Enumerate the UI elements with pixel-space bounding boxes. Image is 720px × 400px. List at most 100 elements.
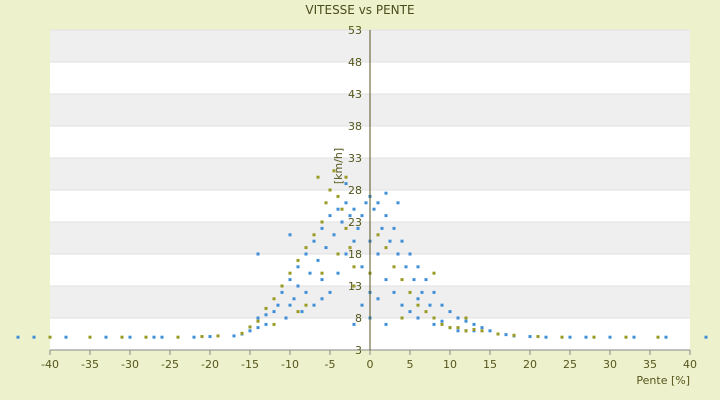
data-point (288, 303, 292, 307)
x-tick-label: 25 (563, 358, 577, 371)
data-point (400, 239, 404, 243)
data-point (332, 169, 336, 173)
data-point (336, 194, 340, 198)
data-point (288, 278, 292, 282)
data-point (356, 226, 360, 230)
data-point (256, 326, 260, 330)
x-tick-label: 0 (367, 358, 374, 371)
data-point (208, 335, 212, 339)
data-point (348, 246, 352, 250)
data-point (256, 316, 260, 320)
data-point (352, 265, 356, 269)
data-point (88, 335, 92, 339)
data-point (324, 246, 328, 250)
data-point (396, 252, 400, 256)
data-point (288, 271, 292, 275)
data-point (440, 319, 444, 323)
data-point (328, 290, 332, 294)
data-point (320, 271, 324, 275)
data-point (560, 335, 564, 339)
data-point (128, 335, 132, 339)
data-point (392, 226, 396, 230)
data-point (392, 290, 396, 294)
data-point (304, 246, 308, 250)
data-point (344, 182, 348, 186)
data-point (248, 329, 252, 333)
data-point (344, 252, 348, 256)
data-point (456, 326, 460, 330)
data-point (408, 310, 412, 314)
data-point (248, 325, 252, 329)
data-point (592, 335, 596, 339)
data-point (344, 226, 348, 230)
data-point (464, 316, 468, 320)
data-point (16, 335, 20, 339)
data-point (384, 278, 388, 282)
data-point (360, 303, 364, 307)
x-tick-label: 10 (443, 358, 457, 371)
data-point (400, 303, 404, 307)
y-tick-label: 48 (348, 56, 362, 69)
data-point (400, 278, 404, 282)
data-point (280, 290, 284, 294)
y-tick-label: 38 (348, 120, 362, 133)
data-point (472, 322, 476, 326)
data-point (376, 233, 380, 237)
y-tick-label: 33 (348, 152, 362, 165)
data-point (396, 201, 400, 205)
x-tick-label: -20 (201, 358, 219, 371)
data-point (272, 310, 276, 314)
data-point (320, 226, 324, 230)
data-point (456, 316, 460, 320)
data-point (432, 271, 436, 275)
data-point (412, 278, 416, 282)
data-point (300, 310, 304, 314)
data-point (272, 322, 276, 326)
data-point (296, 284, 300, 288)
x-tick-label: 20 (523, 358, 537, 371)
data-point (328, 214, 332, 218)
data-point (32, 335, 36, 339)
y-tick-label: 53 (348, 24, 362, 37)
data-point (144, 335, 148, 339)
data-point (448, 326, 452, 330)
data-point (656, 335, 660, 339)
x-tick-labels: -40 -35 -30 -25 -20 -15 -10 -5 0 5 10 15 20 25 30 35 40 (41, 358, 697, 371)
data-point (292, 297, 296, 301)
axes (49, 30, 691, 355)
data-point (360, 265, 364, 269)
data-point (320, 297, 324, 301)
data-point (296, 265, 300, 269)
data-point (176, 335, 180, 339)
data-point (192, 335, 196, 339)
data-point (364, 201, 368, 205)
data-point (240, 331, 244, 335)
data-point (504, 333, 508, 337)
data-point (320, 220, 324, 224)
data-point (464, 319, 468, 323)
data-point (392, 265, 396, 269)
data-point (584, 335, 588, 339)
data-point (424, 310, 428, 314)
data-point (328, 188, 332, 192)
data-point (488, 329, 492, 333)
data-point (160, 335, 164, 339)
data-point (388, 239, 392, 243)
data-point (376, 201, 380, 205)
data-point (384, 322, 388, 326)
data-point (384, 214, 388, 218)
data-point (432, 322, 436, 326)
x-tick-label: 35 (643, 358, 657, 371)
data-point (428, 303, 432, 307)
data-point (384, 246, 388, 250)
data-point (264, 322, 268, 326)
y-tick-label: 18 (348, 248, 362, 261)
x-tick-label: 5 (407, 358, 414, 371)
data-point (624, 335, 628, 339)
x-tick-label: -40 (41, 358, 59, 371)
x-tick-label: -30 (121, 358, 139, 371)
data-point (336, 252, 340, 256)
data-point (416, 265, 420, 269)
